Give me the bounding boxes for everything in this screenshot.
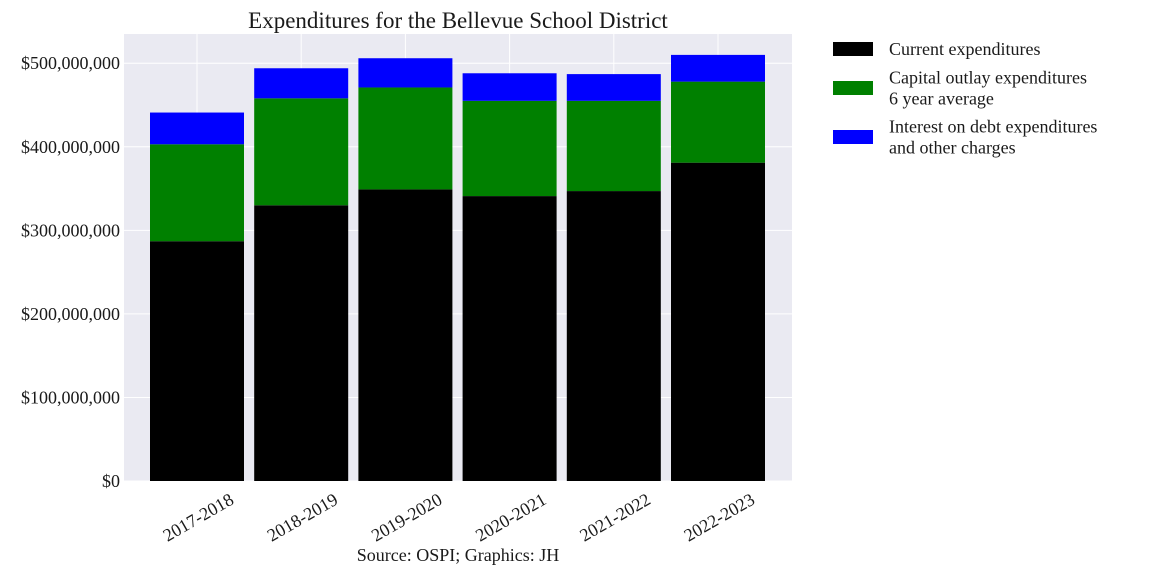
legend-label: Current expenditures [889,39,1040,59]
legend-label: and other charges [889,138,1016,158]
bar-2021-2022-series-1 [566,100,661,192]
y-tick-label: $200,000,000 [21,304,120,324]
legend-swatch [833,130,873,144]
legend-label: Capital outlay expenditures [889,68,1087,88]
x-tick-label: 2021-2022 [576,489,654,545]
x-tick-label: 2019-2020 [368,489,446,545]
bar-2020-2021-series-0 [462,196,557,481]
bar-2017-2018-series-1 [150,144,244,242]
y-tick-label: $400,000,000 [21,137,120,157]
bars [150,54,765,481]
bar-2018-2019-series-0 [254,205,349,481]
bar-2018-2019-series-2 [254,68,349,99]
y-tick-label: $100,000,000 [21,387,120,407]
bar-2021-2022-series-2 [566,74,661,101]
bar-2019-2020-series-2 [358,58,453,88]
y-tick-label: $500,000,000 [21,53,120,73]
bar-2017-2018-series-0 [150,241,244,481]
legend-label: Interest on debt expenditures [889,117,1097,137]
chart-title: Expenditures for the Bellevue School Dis… [248,8,668,33]
y-tick-label: $0 [102,471,120,491]
legend: Current expenditures Capital outlay expen… [833,39,1097,158]
legend-label: 6 year average [889,89,994,109]
bar-2019-2020-series-1 [358,87,453,190]
bar-2019-2020-series-0 [358,189,453,481]
bar-2022-2023-series-0 [671,162,765,481]
y-axis-tick-labels: $0 $100,000,000 $200,000,000 $300,000,000 $4… [21,53,120,491]
bar-2022-2023-series-2 [671,54,765,82]
x-tick-label: 2017-2018 [159,489,237,545]
x-axis-label: Source: OSPI; Graphics: JH [357,545,559,565]
bar-2018-2019-series-1 [254,98,349,206]
x-tick-label: 2022-2023 [680,489,758,545]
bar-2017-2018-series-2 [150,112,244,145]
x-tick-label: 2018-2019 [264,489,342,545]
bar-2021-2022-series-0 [566,191,661,481]
legend-swatch [833,81,873,95]
x-tick-label: 2020-2021 [472,489,550,545]
y-tick-label: $300,000,000 [21,220,120,240]
bar-2020-2021-series-1 [462,100,557,197]
x-axis-tick-labels: 2017-2018 2018-2019 2019-2020 2020-2021 2021… [159,489,758,545]
bar-2020-2021-series-2 [462,73,557,101]
legend-swatch [833,42,873,56]
bar-2022-2023-series-1 [671,81,765,163]
